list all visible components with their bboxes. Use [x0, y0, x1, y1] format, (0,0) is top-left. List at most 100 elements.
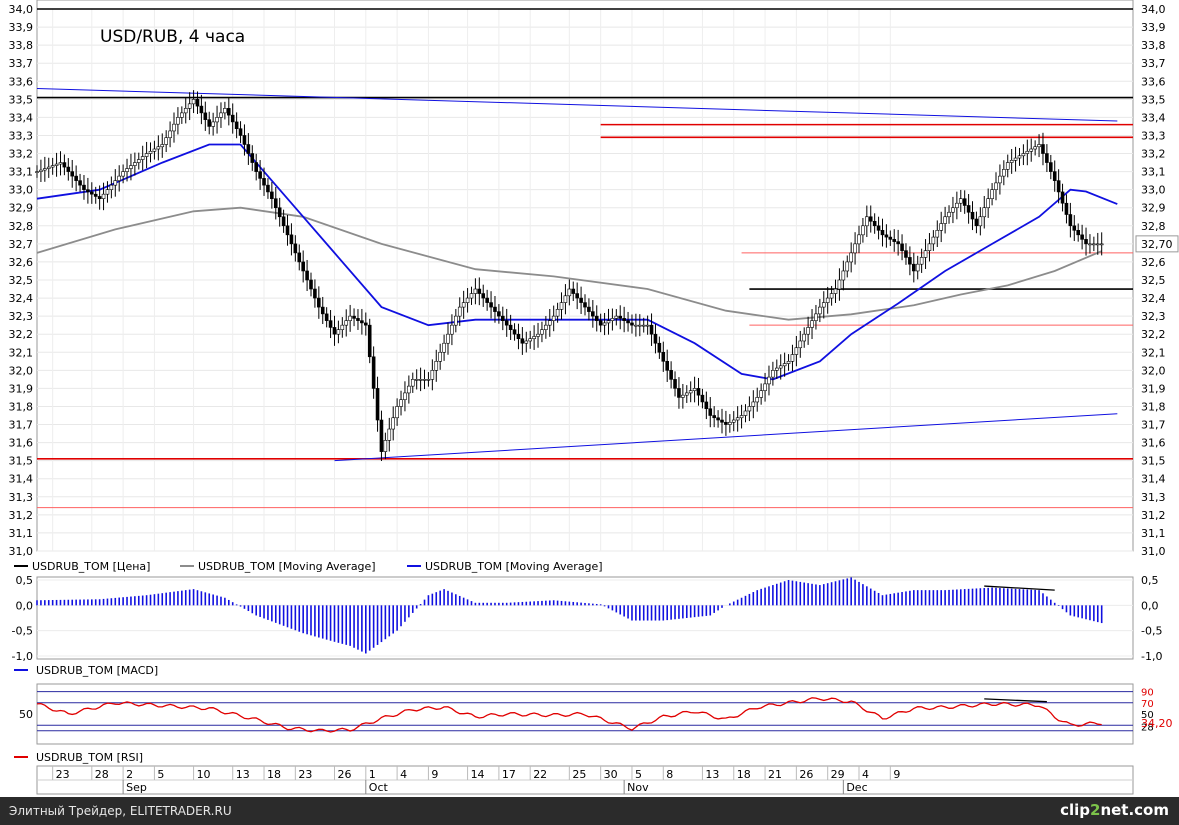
price-bar-body — [547, 320, 552, 326]
rsi-legend-label: USDRUB_TOM [RSI] — [36, 751, 143, 764]
x-day-label: 13 — [236, 768, 250, 781]
price-bar-body — [958, 198, 963, 204]
price-bar-body — [457, 306, 462, 317]
price-bar-body — [172, 123, 176, 132]
price-bar-body — [324, 313, 329, 321]
price-bar-body — [344, 320, 349, 326]
price-bar-body — [140, 156, 145, 160]
price-bar-body — [1052, 171, 1057, 181]
price-bar-body — [121, 171, 125, 177]
price-bar-body — [876, 225, 881, 231]
price-bar-body — [313, 288, 317, 299]
macd-panel — [36, 576, 1134, 660]
x-day-label: 1 — [369, 768, 376, 781]
price-bar-body — [113, 180, 118, 186]
price-bar-body — [900, 243, 904, 251]
price-bar-body — [266, 184, 270, 193]
price-bar-body — [1002, 169, 1006, 177]
price-bar-body — [410, 379, 415, 387]
price-bar-body — [320, 306, 325, 315]
price-bar-body — [606, 320, 611, 324]
price-bar-body — [661, 351, 666, 362]
price-tick-right: 33,3 — [1141, 129, 1166, 142]
price-bar-body — [500, 315, 505, 321]
price-tick-right: 33,6 — [1141, 75, 1166, 88]
price-bar-body — [657, 342, 662, 353]
x-day-label: 21 — [768, 768, 782, 781]
price-bar-body — [696, 388, 701, 396]
price-bar-body — [215, 117, 219, 123]
price-bar-body — [677, 388, 681, 398]
price-bar-body — [1033, 146, 1037, 150]
price-bar-body — [688, 390, 693, 394]
price-tick-right: 31,1 — [1141, 527, 1166, 540]
price-bar-body — [904, 250, 908, 258]
price-bar-body — [857, 234, 861, 245]
price-tick-right: 33,2 — [1141, 148, 1166, 161]
price-bar-body — [422, 379, 427, 381]
price-tick-left: 32,6 — [9, 256, 34, 269]
price-bar-body — [442, 342, 446, 353]
price-bar-body — [911, 263, 916, 272]
price-bar-body — [716, 417, 720, 421]
x-day-label: 9 — [431, 768, 438, 781]
price-bar-body — [896, 241, 900, 245]
x-day-label: 28 — [95, 768, 109, 781]
price-tick-right: 33,9 — [1141, 21, 1166, 34]
macd-legend-label: USDRUB_TOM [MACD] — [36, 664, 158, 677]
price-bar-body — [414, 379, 419, 381]
x-day-label: 13 — [705, 768, 719, 781]
price-bar-body — [802, 333, 807, 342]
price-bar-body — [363, 322, 368, 326]
price-bar-body — [794, 347, 799, 355]
price-bar-body — [90, 191, 94, 195]
price-bar-body — [434, 360, 439, 371]
price-tick-left: 34,0 — [9, 3, 34, 16]
price-bar-body — [708, 408, 713, 416]
price-bar-body — [641, 324, 646, 327]
macd-divergence-line — [984, 585, 1055, 591]
price-bar-body — [383, 440, 388, 452]
price-bar-body — [35, 171, 39, 173]
price-tick-right: 32,4 — [1141, 292, 1166, 305]
x-day-label: 8 — [666, 768, 673, 781]
price-bar-body — [136, 159, 141, 163]
price-tick-right: 31,4 — [1141, 473, 1166, 486]
price-tick-left: 31,4 — [9, 473, 34, 486]
price-bar-body — [634, 324, 638, 327]
brand-logo: clip2net.com — [1060, 801, 1169, 819]
price-bar-body — [508, 324, 513, 330]
rsi-tick-right: 28 — [1141, 722, 1154, 733]
price-bar-body — [223, 108, 227, 114]
price-bar-body — [516, 333, 521, 340]
chart-canvas: 34,0 34,0 33,9 33,9 33,8 33,8 33,7 33,7 33,6 33,6… — [8, 0, 1179, 795]
price-bar-body — [970, 211, 975, 220]
price-bar-body — [144, 153, 149, 157]
price-bar-body — [1013, 157, 1018, 161]
price-bar-body — [825, 297, 830, 303]
macd-tick-right: -1,0 — [1141, 650, 1162, 663]
price-bar-body — [939, 223, 944, 231]
price-bar-body — [720, 419, 724, 423]
price-bar-body — [865, 216, 869, 227]
price-bar-body — [481, 293, 486, 299]
price-bar-body — [575, 293, 579, 299]
price-bar-body — [305, 270, 309, 281]
price-bar-body — [270, 191, 274, 200]
price-bar-body — [626, 320, 630, 324]
price-tick-left: 33,5 — [9, 93, 34, 106]
price-tick-left: 32,8 — [9, 220, 34, 233]
price-bar-body — [1060, 191, 1065, 204]
price-panel — [36, 0, 1134, 552]
price-bar-body — [1029, 148, 1034, 152]
price-bar-body — [818, 306, 822, 315]
price-tick-right: 34,0 — [1141, 3, 1166, 16]
price-bar-body — [485, 297, 489, 303]
price-bar-body — [387, 428, 392, 441]
price-bar-body — [669, 370, 673, 380]
price-tick-right: 31,6 — [1141, 437, 1166, 450]
price-tick-right: 32,1 — [1141, 346, 1166, 359]
price-bar-body — [1072, 225, 1077, 231]
price-bar-body — [739, 415, 744, 419]
price-bar-body — [1056, 180, 1061, 193]
